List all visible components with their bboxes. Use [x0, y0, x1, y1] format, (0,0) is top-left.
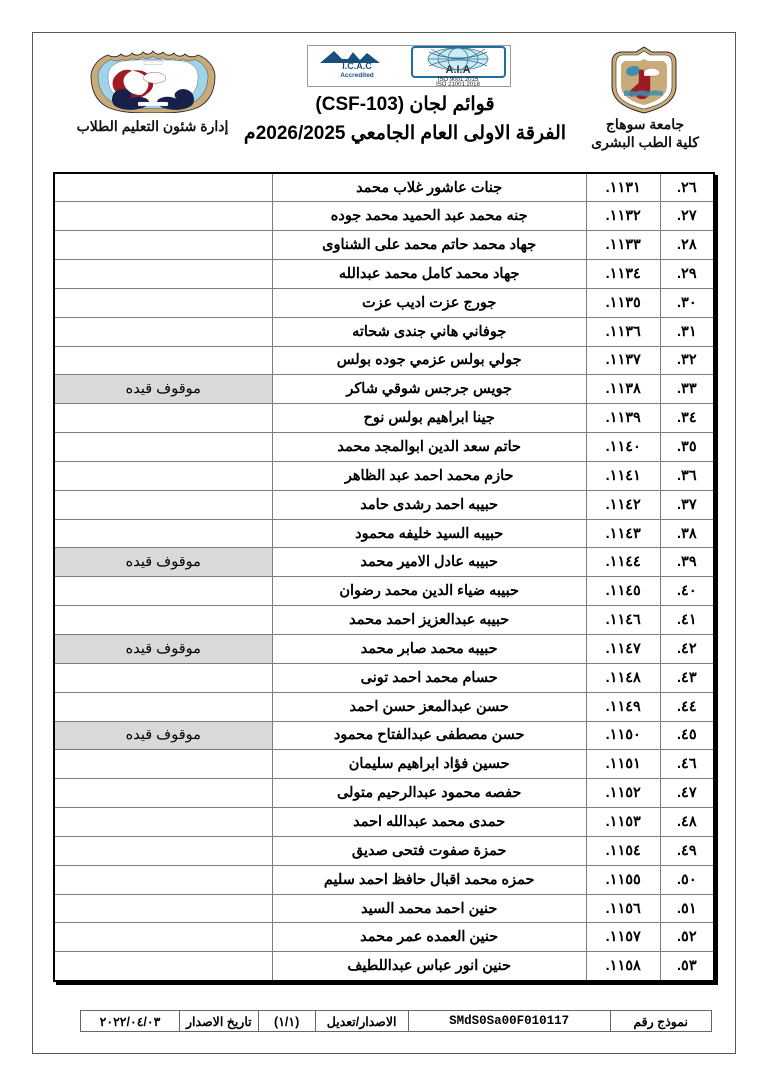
svg-text:ISO 21001:2018: ISO 21001:2018 — [436, 82, 480, 86]
svg-text:I.C.A.C: I.C.A.C — [342, 61, 372, 71]
svg-text:Accredited: Accredited — [340, 72, 374, 79]
svg-text:A.I.A: A.I.A — [445, 64, 470, 76]
